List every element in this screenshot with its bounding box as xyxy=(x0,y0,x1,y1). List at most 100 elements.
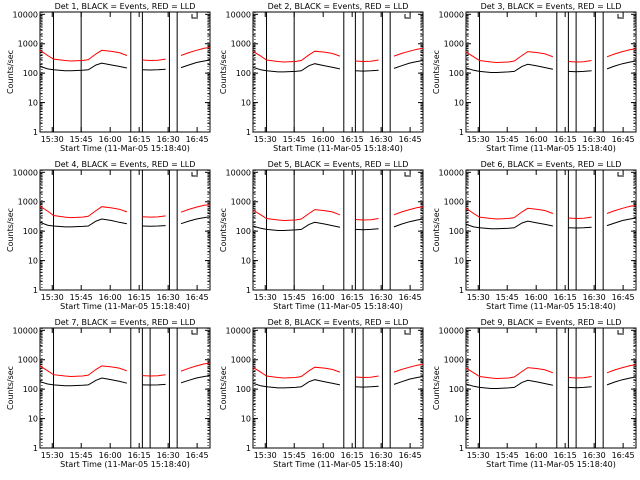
y-tick-label: 100 xyxy=(23,227,38,236)
plot-frame xyxy=(39,11,211,133)
x-tick-label: 15:45 xyxy=(70,293,93,302)
y-tick-label: 1 xyxy=(459,286,464,295)
detector-panel-4: Det 4, BLACK = Events, RED = LLD 1 10 100 10… xyxy=(6,160,211,311)
y-tick-label: 1000 xyxy=(18,40,38,49)
x-tick-label: 15:45 xyxy=(283,293,306,302)
y-tick-label: 1000 xyxy=(18,198,38,207)
y-tick-label: 1 xyxy=(459,444,464,453)
x-tick-label: 16:00 xyxy=(525,135,548,144)
y-tick-label: 1 xyxy=(459,128,464,137)
x-tick-label: 16:45 xyxy=(186,293,209,302)
y-tick-label: 100 xyxy=(23,385,38,394)
x-tick-label: 16:15 xyxy=(128,293,151,302)
x-axis-label: Start Time (11-Mar-05 15:18:40) xyxy=(273,144,403,153)
corner-marker xyxy=(191,172,198,177)
events-series-line xyxy=(252,376,424,389)
y-tick-label: 10000 xyxy=(439,168,464,177)
y-tick-label: 100 xyxy=(236,385,251,394)
y-tick-label: 1 xyxy=(246,128,251,137)
x-tick-label: 15:45 xyxy=(283,451,306,460)
x-tick-label: 16:00 xyxy=(525,451,548,460)
x-axis-label: Start Time (11-Mar-05 15:18:40) xyxy=(273,302,403,311)
x-tick-label: 15:30 xyxy=(467,293,490,302)
y-tick-label: 10 xyxy=(454,257,464,266)
corner-marker xyxy=(617,172,624,177)
x-tick-label: 15:30 xyxy=(41,135,64,144)
corner-marker xyxy=(617,330,624,335)
x-tick-label: 16:30 xyxy=(157,293,180,302)
y-tick-label: 1000 xyxy=(444,356,464,365)
panel-title: Det 8, BLACK = Events, RED = LLD xyxy=(268,318,409,327)
lld-series-line xyxy=(465,204,637,220)
x-axis-label: Start Time (11-Mar-05 15:18:40) xyxy=(60,302,190,311)
y-tick-label: 10000 xyxy=(226,168,251,177)
y-tick-label: 100 xyxy=(23,69,38,78)
x-tick-label: 16:15 xyxy=(341,451,364,460)
y-tick-label: 1000 xyxy=(444,40,464,49)
y-axis-label: Counts/sec xyxy=(432,208,441,252)
plot-frame xyxy=(252,327,424,449)
x-tick-label: 15:45 xyxy=(283,135,306,144)
x-tick-label: 16:00 xyxy=(312,293,335,302)
corner-marker xyxy=(191,14,198,19)
events-series-line xyxy=(465,376,637,389)
detector-panel-3: Det 3, BLACK = Events, RED = LLD 1 10 100 10… xyxy=(432,2,637,153)
panel-title: Det 1, BLACK = Events, RED = LLD xyxy=(55,2,196,11)
x-tick-label: 16:45 xyxy=(612,293,635,302)
y-axis-label: Counts/sec xyxy=(219,208,228,252)
y-axis-label: Counts/sec xyxy=(432,366,441,410)
y-tick-label: 1000 xyxy=(231,40,251,49)
y-tick-label: 100 xyxy=(449,227,464,236)
lld-series-line xyxy=(39,362,211,378)
events-series-line xyxy=(39,216,211,228)
x-tick-label: 15:30 xyxy=(254,293,277,302)
detector-panel-6: Det 6, BLACK = Events, RED = LLD 1 10 100 10… xyxy=(432,160,637,311)
x-tick-label: 16:30 xyxy=(157,451,180,460)
plot-frame xyxy=(465,327,637,449)
x-tick-label: 16:45 xyxy=(186,135,209,144)
x-tick-label: 16:15 xyxy=(341,135,364,144)
x-tick-label: 15:30 xyxy=(467,451,490,460)
corner-marker xyxy=(404,330,411,335)
y-tick-label: 10 xyxy=(241,99,251,108)
y-tick-label: 10000 xyxy=(226,10,251,19)
y-tick-label: 10 xyxy=(454,99,464,108)
x-tick-label: 16:45 xyxy=(612,135,635,144)
y-tick-label: 10000 xyxy=(226,326,251,335)
x-tick-label: 16:15 xyxy=(554,293,577,302)
y-axis-label: Counts/sec xyxy=(432,50,441,94)
y-tick-label: 10000 xyxy=(13,10,38,19)
x-tick-label: 15:30 xyxy=(41,451,64,460)
x-tick-label: 15:30 xyxy=(467,135,490,144)
lld-series-line xyxy=(465,364,637,380)
y-tick-label: 1000 xyxy=(18,356,38,365)
y-tick-label: 10 xyxy=(28,257,38,266)
corner-marker xyxy=(191,330,198,335)
detector-panel-2: Det 2, BLACK = Events, RED = LLD 1 10 100 10… xyxy=(219,2,424,153)
y-tick-label: 1 xyxy=(33,286,38,295)
x-tick-label: 16:15 xyxy=(128,135,151,144)
x-tick-label: 16:30 xyxy=(370,293,393,302)
x-axis-label: Start Time (11-Mar-05 15:18:40) xyxy=(486,302,616,311)
x-tick-label: 16:00 xyxy=(525,293,548,302)
y-axis-label: Counts/sec xyxy=(6,366,15,410)
y-tick-label: 100 xyxy=(449,69,464,78)
y-tick-label: 10 xyxy=(241,257,251,266)
events-series-line xyxy=(252,60,424,73)
x-axis-label: Start Time (11-Mar-05 15:18:40) xyxy=(60,144,190,153)
y-axis-label: Counts/sec xyxy=(6,50,15,94)
x-tick-label: 16:45 xyxy=(399,135,422,144)
x-tick-label: 16:15 xyxy=(128,451,151,460)
panel-title: Det 3, BLACK = Events, RED = LLD xyxy=(481,2,622,11)
lld-series-line xyxy=(252,206,424,222)
panel-title: Det 6, BLACK = Events, RED = LLD xyxy=(481,160,622,169)
y-tick-label: 10 xyxy=(28,99,38,108)
y-tick-label: 10000 xyxy=(13,168,38,177)
y-axis-label: Counts/sec xyxy=(219,366,228,410)
y-tick-label: 100 xyxy=(236,69,251,78)
x-tick-label: 16:30 xyxy=(370,135,393,144)
y-tick-label: 10000 xyxy=(439,10,464,19)
y-tick-label: 1 xyxy=(246,444,251,453)
y-tick-label: 10000 xyxy=(439,326,464,335)
corner-marker xyxy=(404,14,411,19)
